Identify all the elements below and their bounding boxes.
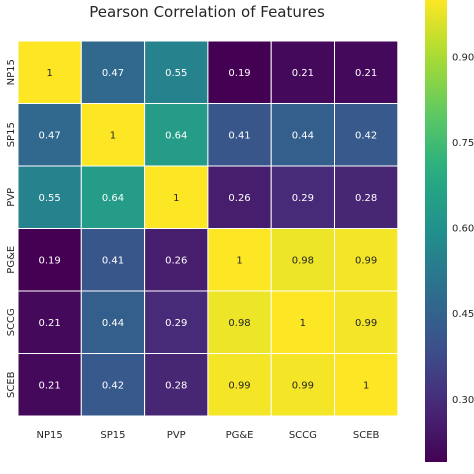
heatmap-cell [80, 40, 146, 104]
cell-value-label: 0.47 [39, 130, 61, 141]
y-tick-label: SP15 [6, 122, 17, 147]
cell-value-label: 0.64 [102, 193, 124, 204]
y-tick-label: PG&E [6, 246, 17, 274]
cell-value-label: 0.21 [355, 68, 377, 79]
cell-value-label: 1 [363, 380, 369, 391]
cell-value-label: 1 [110, 130, 116, 141]
cell-value-label: 0.26 [228, 193, 250, 204]
heatmap-cell [17, 228, 82, 292]
heatmap-cell [80, 165, 146, 229]
heatmap-cell [334, 228, 399, 292]
cell-value-label: 0.98 [292, 255, 314, 266]
heatmap-cell [17, 290, 82, 354]
y-tick-label: SCEB [6, 371, 17, 398]
cell-value-label: 0.42 [102, 380, 124, 391]
cell-value-label: 0.29 [165, 318, 187, 329]
y-axis-tick-labels: NP15 SP15 PVP PG&E SCCG SCEB [6, 59, 17, 398]
heatmap-cell [270, 228, 336, 292]
y-tick-label: PVP [6, 188, 17, 207]
cell-value-label: 0.19 [228, 68, 250, 79]
colorbar-tick-label: 0.900 [452, 53, 474, 64]
cell-value-label: 0.55 [165, 68, 187, 79]
x-tick-label: SCEB [353, 430, 380, 441]
cell-value-label: 0.99 [355, 255, 377, 266]
cell-value-label: 0.41 [102, 255, 124, 266]
heatmap-cells: 1 0.47 0.55 0.19 0.21 0.21 0.47 1 0.64 0.41 0.44 0.… [17, 40, 399, 417]
cell-value-label: 0.21 [39, 380, 61, 391]
x-axis-tick-labels: NP15 SP15 PVP PG&E SCCG SCEB [37, 430, 380, 441]
colorbar-tick-label: 0.600 [452, 224, 474, 235]
colorbar: 0.300 0.450 0.600 0.750 0.900 [425, 0, 474, 462]
cell-value-label: 0.19 [39, 255, 61, 266]
heatmap-cell [207, 290, 272, 354]
cell-value-label: 1 [236, 255, 242, 266]
heatmap-cell [144, 290, 209, 354]
x-tick-label: SCCG [289, 430, 317, 441]
colorbar-tick-label: 0.450 [452, 309, 474, 320]
heatmap-cell [144, 40, 209, 104]
heatmap-cell [207, 228, 272, 292]
cell-value-label: 0.28 [355, 193, 377, 204]
heatmap-cell [334, 165, 399, 229]
colorbar-tick-label: 0.300 [452, 395, 474, 406]
cell-value-label: 0.98 [228, 318, 250, 329]
heatmap-cell [17, 40, 82, 104]
cell-value-label: 0.44 [102, 318, 124, 329]
colorbar-tick-label: 0.750 [452, 138, 474, 149]
cell-value-label: 0.44 [292, 130, 314, 141]
cell-value-label: 0.41 [228, 130, 250, 141]
cell-value-label: 1 [46, 68, 52, 79]
x-tick-label: NP15 [37, 430, 63, 441]
cell-value-label: 0.28 [165, 380, 187, 391]
heatmap-cell [334, 353, 399, 417]
heatmap-cell [207, 103, 272, 167]
heatmap-cell [207, 40, 272, 104]
heatmap-cell [334, 103, 399, 167]
heatmap-cell [144, 228, 209, 292]
cell-value-label: 0.64 [165, 130, 187, 141]
chart-title: Pearson Correlation of Features [89, 3, 325, 21]
heatmap-cell [207, 353, 272, 417]
heatmap-cell [270, 290, 336, 354]
heatmap-cell [17, 353, 82, 417]
cell-value-label: 0.99 [228, 380, 250, 391]
cell-value-label: 0.29 [292, 193, 314, 204]
heatmap-cell [80, 228, 146, 292]
x-tick-label: SP15 [100, 430, 125, 441]
cell-value-label: 0.99 [292, 380, 314, 391]
cell-value-label: 0.21 [39, 318, 61, 329]
cell-value-label: 1 [173, 193, 179, 204]
heatmap-cell [334, 290, 399, 354]
x-tick-label: PVP [167, 430, 186, 441]
y-tick-label: SCCG [6, 308, 17, 336]
y-tick-label: NP15 [6, 59, 17, 85]
cell-value-label: 0.55 [39, 193, 61, 204]
cell-value-label: 0.42 [355, 130, 377, 141]
cell-value-label: 0.47 [102, 68, 124, 79]
heatmap-cell [207, 165, 272, 229]
heatmap-cell [80, 103, 146, 167]
cell-value-label: 1 [300, 318, 306, 329]
cell-value-label: 0.99 [355, 318, 377, 329]
cell-value-label: 0.26 [165, 255, 187, 266]
heatmap-cell [270, 165, 336, 229]
heatmap-cell [334, 40, 399, 104]
colorbar-gradient [425, 0, 447, 462]
heatmap-cell [270, 353, 336, 417]
x-tick-label: PG&E [226, 430, 254, 441]
cell-value-label: 0.21 [292, 68, 314, 79]
